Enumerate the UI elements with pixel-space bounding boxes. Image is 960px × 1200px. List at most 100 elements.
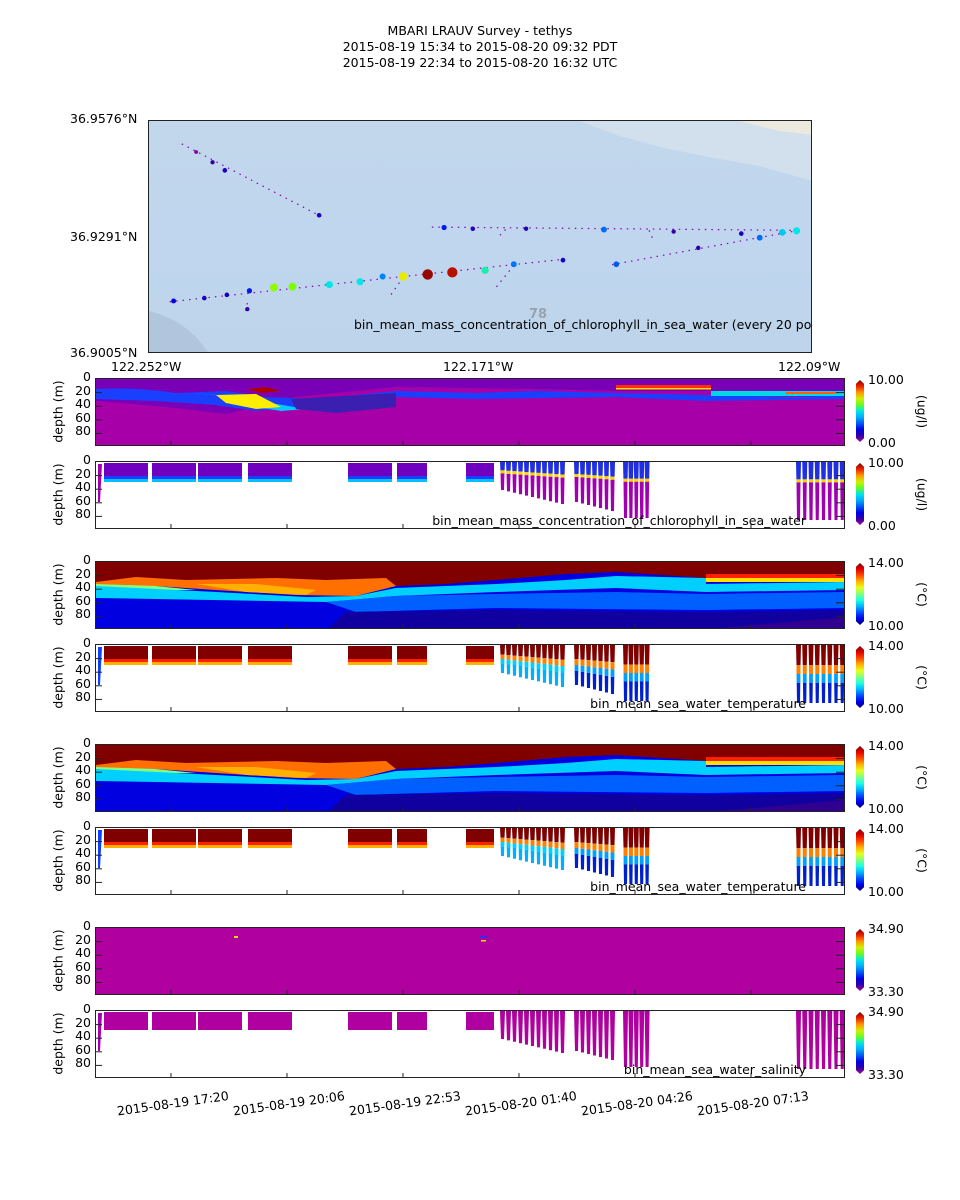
yoyo-profile (833, 645, 839, 703)
colorbar (856, 746, 864, 808)
chlorophyll-point (523, 226, 529, 231)
yoyo-profile (644, 645, 650, 701)
background-field (96, 928, 844, 994)
lat-tick: 36.9005°N (70, 345, 138, 360)
profile-block (248, 659, 292, 664)
yoyo-profile (530, 462, 535, 497)
y-tick-label: 0 (83, 452, 91, 467)
coastline-land (579, 121, 811, 181)
y-tick-label: 0 (83, 818, 91, 833)
yoyo-profile (814, 462, 820, 520)
land-area (739, 121, 811, 135)
section-plot (96, 1011, 844, 1077)
measured-section-panel: bin_mean_sea_water_temperature (95, 644, 845, 712)
map-variable-label: bin_mean_mass_concentration_of_chlorophy… (354, 317, 812, 332)
yoyo-profile (518, 1011, 523, 1044)
yoyo-profile (580, 645, 585, 687)
track-points (169, 143, 801, 313)
profile-block (466, 659, 494, 664)
profile-block (104, 842, 148, 847)
yoyo-profile (574, 462, 579, 502)
yoyo-profile (827, 828, 833, 886)
cool-layer (326, 592, 844, 612)
chlorophyll-point (481, 266, 489, 275)
profile-block (152, 845, 196, 848)
shelf-shading (149, 311, 208, 352)
y-tick-label: 20 (75, 1014, 91, 1030)
yoyo-profile (518, 645, 523, 678)
yoyo-profile (512, 645, 517, 676)
time-tick-label: 2015-08-19 22:53 (348, 1088, 463, 1119)
chl-thin-layer (616, 388, 711, 390)
yoyo-profile (633, 462, 639, 518)
y-tick-label: 80 (75, 789, 91, 805)
yoyo-profile (808, 645, 814, 703)
yoyo-profile (633, 645, 639, 701)
chlorophyll-point (356, 278, 364, 286)
yoyo-profile (500, 462, 505, 490)
cool-layer (326, 775, 844, 795)
profile-block (466, 479, 494, 482)
y-tick-label: 0 (83, 918, 91, 933)
yoyo-profile (592, 1011, 597, 1056)
time-tick-label: 2015-08-20 04:26 (580, 1088, 695, 1119)
yoyo-profile (542, 1011, 547, 1049)
y-tick-label: 20 (75, 465, 91, 481)
lon-tick: 122.09°W (778, 359, 841, 374)
yoyo-profile (639, 1011, 645, 1067)
yoyo-profile (512, 828, 517, 859)
chl-band (711, 391, 844, 396)
yoyo-profile (623, 1011, 628, 1067)
yoyo-profile (633, 828, 639, 884)
yoyo-profile (598, 645, 603, 691)
chlorophyll-point (224, 292, 230, 298)
yoyo-profile (574, 1011, 579, 1051)
yoyo-profile (542, 645, 547, 683)
section-variable-label: bin_mean_sea_water_temperature (590, 879, 806, 894)
yoyo-profile (839, 645, 844, 703)
section-plot (96, 379, 844, 445)
colorbar-max: 14.00 (868, 555, 904, 570)
chlorophyll-point (441, 224, 447, 231)
yoyo-profile (839, 462, 844, 520)
y-tick-label: 0 (83, 735, 91, 750)
yoyo-profile (506, 1011, 511, 1041)
time-tick-label: 2015-08-19 20:06 (232, 1088, 347, 1119)
yoyo-profile (623, 828, 628, 884)
yoyo-profile (839, 828, 844, 886)
initial-descent (98, 830, 102, 868)
colorbar-units: (°C) (914, 582, 930, 607)
colorbar-max: 14.00 (868, 821, 904, 836)
profile-block (397, 842, 427, 847)
profile-block (198, 476, 242, 481)
cold-layer (328, 793, 844, 811)
track-line (169, 259, 559, 303)
yoyo-profile (574, 828, 579, 868)
y-tick-label: 40 (75, 762, 91, 778)
y-tick-label: 80 (75, 1055, 91, 1071)
profile-block (348, 842, 392, 847)
yoyo-profile (628, 828, 634, 884)
chlorophyll-point (560, 257, 566, 263)
yoyo-profile (586, 828, 591, 871)
y-tick-label: 0 (83, 1001, 91, 1016)
profile-block (104, 476, 148, 481)
profile-block (198, 1025, 242, 1030)
utc-range: 2015-08-19 22:34 to 2015-08-20 16:32 UTC (342, 55, 618, 70)
profile-block (152, 479, 196, 482)
interpolated-section-panel (95, 744, 845, 812)
track-line (612, 229, 799, 266)
initial-descent (98, 1013, 102, 1051)
colorbar-max: 34.90 (868, 921, 904, 936)
profile-block (397, 476, 427, 481)
yoyo-profile (548, 645, 553, 685)
yoyo-profile (560, 828, 565, 870)
y-tick-label: 60 (75, 409, 91, 425)
chlorophyll-point (738, 231, 744, 236)
profile-block (198, 659, 242, 664)
y-tick-label: 0 (83, 369, 91, 384)
chl-patch (246, 387, 281, 393)
chlorophyll-point (202, 295, 207, 301)
profile-block (348, 1025, 392, 1030)
yoyo-profile (639, 645, 645, 701)
